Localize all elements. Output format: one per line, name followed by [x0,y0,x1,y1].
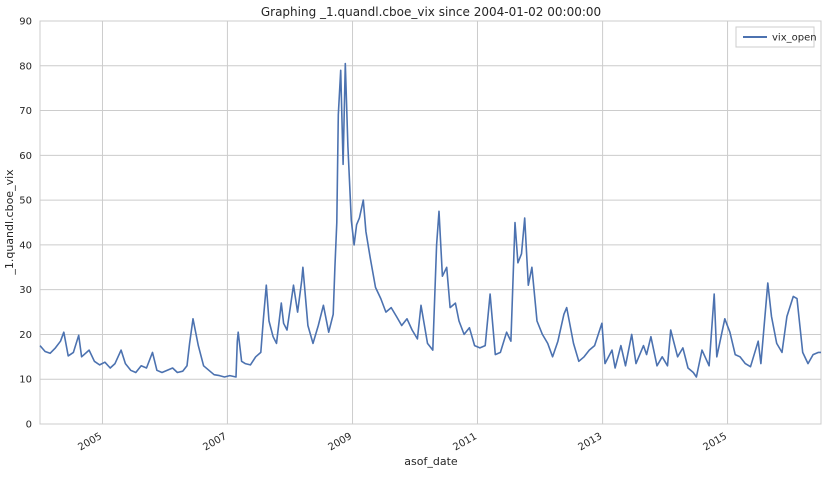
x-tick-label: 2011 [451,431,479,453]
y-tick-label: 40 [19,240,32,251]
grid-lines [40,20,821,425]
legend-box [735,26,815,48]
y-tick-label: 60 [19,151,32,162]
y-tick-label: 30 [19,285,32,296]
y-axis-label: _1.quandl.cboe_vix [3,169,16,276]
y-tick-label: 50 [19,196,32,207]
legend: vix_open [735,26,817,48]
x-tick-labels: 2005 2007 2009 2011 2013 2015 [76,431,729,453]
series-line-vix_open [39,62,821,378]
x-tick-label: 2013 [577,431,605,453]
legend-label: vix_open [772,33,817,44]
y-tick-label: 90 [19,17,32,28]
x-tick-label: 2015 [702,431,730,453]
y-tick-label: 10 [19,375,32,386]
series-layer [39,62,821,378]
y-tick-label: 80 [19,61,32,72]
plot-area [39,20,822,425]
chart-title: Graphing _1.quandl.cboe_vix since 2004-0… [261,5,601,19]
x-tick-label: 2007 [201,431,229,453]
y-tick-label: 0 [26,420,32,431]
x-tick-label: 2009 [326,431,354,453]
x-axis-label: asof_date [404,455,458,468]
y-tick-labels: 0 10 20 30 40 50 60 70 80 90 [19,17,32,431]
x-tick-label: 2005 [76,431,104,453]
y-tick-label: 70 [19,106,32,117]
y-tick-label: 20 [19,330,32,341]
